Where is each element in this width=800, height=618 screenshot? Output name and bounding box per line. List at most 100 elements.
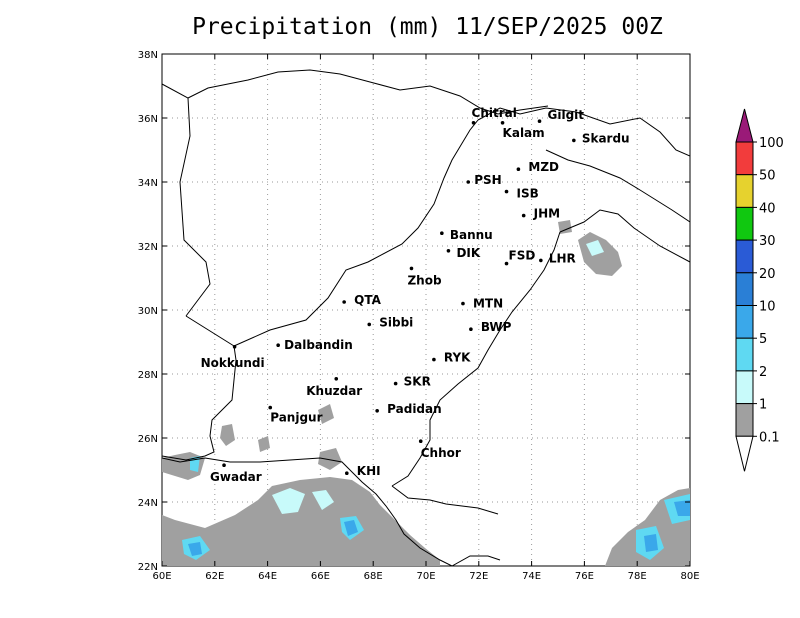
precip-cell-1mm [312, 490, 334, 510]
colorbar-cap-top [735, 108, 754, 143]
city-label: MZD [528, 160, 559, 174]
x-tick-label: 78E [628, 571, 647, 582]
city-dot [440, 231, 444, 235]
city-dot [500, 121, 505, 125]
city-dot [409, 266, 414, 271]
borders [162, 69, 690, 566]
city-label: Chhor [421, 446, 461, 460]
coastline-gujarat [451, 555, 501, 566]
city-label: Padidan [387, 402, 442, 416]
x-tick-label: 80E [680, 571, 699, 582]
precip-area-arabian-sea [162, 477, 440, 566]
colorbar-swatch [735, 272, 754, 306]
city-dot [504, 189, 509, 194]
city-kalam: Kalam [500, 121, 545, 140]
colorbar-swatch [735, 239, 754, 274]
city-bannu: Bannu [440, 228, 493, 242]
x-tick-label: 70E [416, 571, 435, 582]
precip-area-khi [318, 448, 342, 470]
border-pakistan-india [559, 209, 690, 263]
city-label: KHI [357, 464, 381, 478]
colorbar-label: 5 [759, 332, 767, 347]
colorbar-swatch [735, 403, 754, 437]
city-label: BWP [481, 320, 512, 334]
x-tick-label: 66E [311, 571, 330, 582]
colorbar-swatch [735, 305, 754, 339]
precip-cell-1mm [272, 488, 305, 514]
city-nokkundi: Nokkundi [201, 345, 265, 370]
city-dot [367, 322, 372, 327]
city-dot [418, 439, 423, 444]
city-chitral: Chitral [472, 106, 517, 125]
coastline-makran [162, 457, 453, 566]
city-dot [516, 167, 521, 171]
city-label: Kalam [503, 126, 545, 140]
border-punjab [391, 231, 561, 487]
city-label: Gilgit [548, 108, 585, 122]
x-tick-label: 68E [364, 571, 383, 582]
city-dot [393, 381, 398, 386]
colorbar-label: 50 [759, 169, 776, 184]
x-tick-label: 76E [575, 571, 594, 582]
x-tick-label: 62E [205, 571, 224, 582]
precip-cell-5mm [674, 500, 690, 516]
x-tick-label: 72E [469, 571, 488, 582]
colorbar-label: 2 [759, 365, 767, 380]
graticule [162, 54, 690, 566]
city-dot [345, 471, 349, 476]
city-jhm: JHM [521, 207, 560, 221]
colorbar-swatch [735, 370, 754, 405]
city-skardu: Skardu [572, 131, 630, 145]
colorbar-swatch [735, 141, 754, 176]
precip-area-khuzdar [318, 404, 334, 424]
city-label: SKR [404, 375, 431, 389]
city-label: QTA [354, 293, 381, 307]
city-label: Zhob [407, 273, 441, 287]
border-afghanistan-north [187, 69, 549, 115]
precip-cell-5mm [188, 542, 202, 556]
city-ryk: RYK [432, 351, 471, 365]
city-dot [334, 377, 339, 381]
precip-area-gwadar [220, 424, 235, 446]
city-dik: DIK [446, 246, 481, 260]
city-label: Dalbandin [284, 338, 353, 352]
precip-cell-5mm [644, 534, 658, 552]
city-chhor: Chhor [418, 439, 461, 460]
y-axis-ticks: 38N 36N 34N 32N 30N 28N 26N 24N 22N [138, 50, 690, 573]
city-label: Skardu [582, 131, 630, 145]
colorbar-label: 10 [759, 300, 776, 315]
y-tick-label: 26N [138, 434, 158, 445]
border-afghanistan-iran [162, 83, 211, 317]
city-panjgur: Panjgur [268, 405, 323, 425]
y-tick-label: 22N [138, 562, 158, 573]
city-isb: ISB [504, 187, 539, 201]
city-label: LHR [549, 251, 576, 265]
map-title: Precipitation (mm) 11/SEP/2025 00Z [192, 14, 663, 40]
city-qta: QTA [342, 293, 382, 307]
x-axis-ticks: 60E 62E 64E 66E 68E 70E 72E 74E 76E 78E 80E [152, 54, 700, 582]
city-skr: SKR [393, 375, 431, 389]
city-khuzdar: Khuzdar [306, 377, 362, 398]
city-dot [521, 213, 526, 218]
city-dot [504, 261, 509, 266]
border-kashmir [545, 149, 690, 223]
city-dot [446, 249, 451, 253]
colorbar: 100 50 40 30 20 10 5 2 1 0.1 [735, 108, 784, 472]
city-dot [469, 327, 473, 332]
city-sibbi: Sibbi [367, 315, 413, 329]
colorbar-swatch [735, 174, 754, 208]
city-label: Nokkundi [201, 356, 265, 370]
precip-area-jhm [558, 220, 572, 234]
city-dot [375, 409, 379, 413]
city-gilgit: Gilgit [537, 108, 585, 123]
city-dot [471, 121, 476, 125]
y-tick-label: 30N [138, 306, 158, 317]
city-label: Sibbi [379, 315, 413, 329]
colorbar-label: 1 [759, 398, 767, 413]
precip-cell-5mm [344, 520, 358, 536]
city-label: FSD [509, 249, 536, 263]
y-tick-label: 24N [138, 498, 158, 509]
city-dot [222, 463, 226, 468]
y-tick-label: 34N [138, 178, 158, 189]
